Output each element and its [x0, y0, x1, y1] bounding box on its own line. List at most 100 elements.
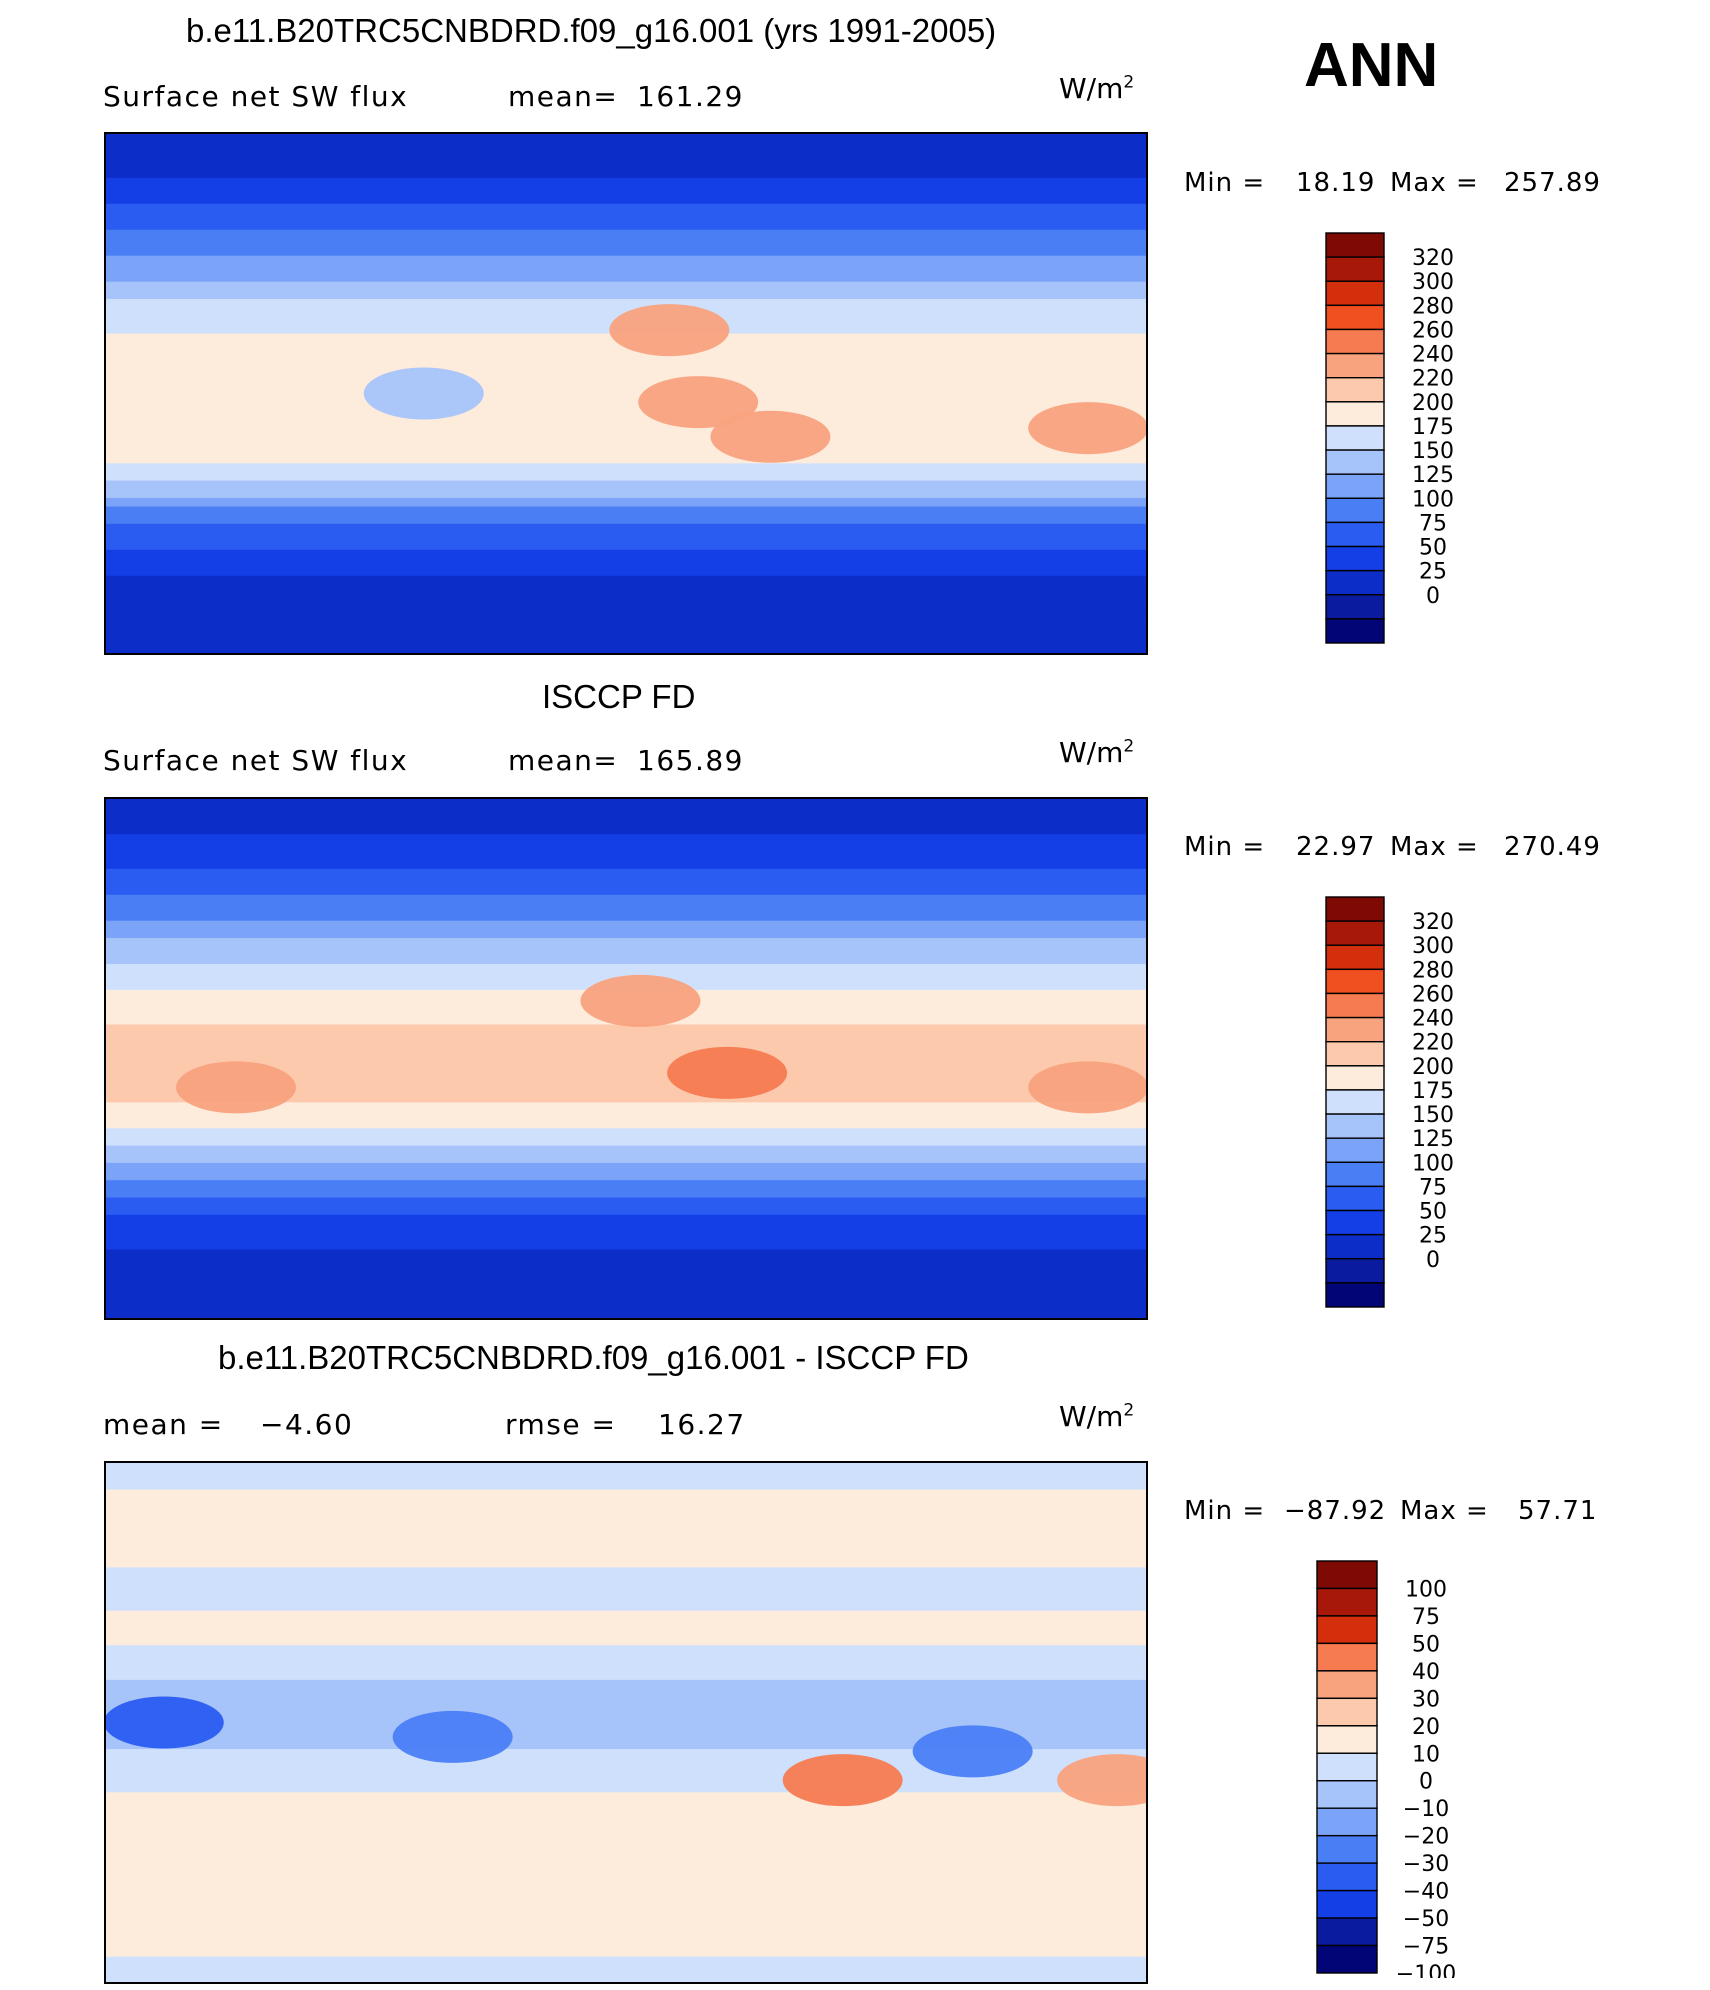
- colorbar-box: [1325, 920, 1385, 946]
- map-band: [106, 393, 1146, 403]
- colorbar-box: [1325, 401, 1385, 427]
- map-band: [106, 1618, 1146, 1628]
- colorbar-box: [1316, 1560, 1378, 1590]
- map-band: [106, 885, 1146, 895]
- map-band: [106, 833, 1146, 843]
- colorbar-box: [1316, 1944, 1378, 1974]
- map-band: [106, 1471, 1146, 1481]
- map-band: [106, 289, 1146, 299]
- map-band: [106, 635, 1146, 645]
- panel1-map: [104, 132, 1148, 655]
- colorbar-tick-label: 75: [1412, 1605, 1440, 1630]
- colorbar-tick-label: 40: [1412, 1660, 1440, 1685]
- map-band: [106, 1670, 1146, 1680]
- map-band: [106, 1463, 1146, 1473]
- map-band: [106, 1162, 1146, 1172]
- map-band: [106, 1912, 1146, 1923]
- map-band: [106, 488, 1146, 498]
- map-band: [106, 1049, 1146, 1060]
- map-band: [106, 1765, 1146, 1775]
- map-band: [106, 1540, 1146, 1551]
- map-band: [106, 1904, 1146, 1914]
- panel2-max-value: 270.49: [1504, 832, 1601, 862]
- panel1-min-label: Min =: [1184, 168, 1266, 198]
- panel2-title: ISCCP FD: [542, 678, 696, 715]
- map-band: [106, 1506, 1146, 1516]
- colorbar-tick-label: 125: [1412, 463, 1454, 488]
- colorbar-box: [1325, 1113, 1385, 1139]
- map-band: [106, 1834, 1146, 1845]
- map-band: [106, 1041, 1146, 1051]
- colorbar-tick-label: 20: [1412, 1715, 1440, 1740]
- map-band: [106, 185, 1146, 196]
- colorbar-box: [1325, 1185, 1385, 1212]
- colorbar-tick-label: 50: [1412, 1632, 1440, 1657]
- map-band: [106, 1705, 1146, 1715]
- panel3-max-value: 57.71: [1518, 1496, 1598, 1526]
- map-band: [106, 1231, 1146, 1241]
- map-band: [106, 497, 1146, 507]
- map-band: [106, 1584, 1146, 1594]
- panel2-min-value: 22.97: [1296, 832, 1376, 862]
- map-band: [106, 566, 1146, 576]
- map-band: [106, 480, 1146, 490]
- map-band: [106, 1292, 1146, 1302]
- map-band: [106, 454, 1146, 464]
- map-band: [106, 1532, 1146, 1542]
- colorbar-tick-label: 0: [1419, 1770, 1433, 1795]
- colorbar-box: [1325, 545, 1385, 572]
- map-band: [106, 575, 1146, 585]
- map-band: [106, 168, 1146, 178]
- map-band: [106, 1179, 1146, 1189]
- map-anomaly: [609, 304, 730, 357]
- map-band: [106, 816, 1146, 826]
- map-band: [106, 1309, 1146, 1318]
- map-band: [106, 1627, 1146, 1637]
- panel1-mean-value: 161.29: [637, 80, 744, 113]
- map-band: [106, 1093, 1146, 1103]
- colorbar-tick-label: 320: [1412, 910, 1454, 935]
- map-band: [106, 549, 1146, 559]
- colorbar-tick-label: 200: [1412, 391, 1454, 416]
- colorbar-tick-label: 300: [1412, 934, 1454, 959]
- map-band: [106, 367, 1146, 377]
- map-band: [106, 1956, 1146, 1966]
- map-band: [106, 1300, 1146, 1310]
- panel3-title: b.e11.B20TRC5CNBDRD.f09_g16.001 - ISCCP …: [218, 1339, 969, 1376]
- map-band: [106, 937, 1146, 947]
- colorbar-box: [1325, 569, 1385, 596]
- colorbar-box: [1325, 896, 1385, 922]
- map-band: [106, 1110, 1146, 1120]
- colorbar-box: [1325, 1161, 1385, 1188]
- panel3-rmse-value: 16.27: [658, 1408, 746, 1441]
- map-band: [106, 1878, 1146, 1888]
- map-band: [106, 1852, 1146, 1862]
- season-label: ANN: [1304, 31, 1439, 100]
- colorbar-box: [1325, 304, 1385, 331]
- map-band: [106, 1032, 1146, 1042]
- map-band: [106, 1523, 1146, 1533]
- map-band: [106, 1248, 1146, 1259]
- map-anomaly: [1057, 1754, 1146, 1807]
- colorbar-box: [1325, 1282, 1385, 1308]
- map-anomaly: [710, 410, 831, 463]
- panel2-mean-value: 165.89: [637, 744, 744, 777]
- colorbar-box: [1325, 594, 1385, 620]
- colorbar-box: [1325, 473, 1385, 499]
- map-band: [106, 1748, 1146, 1758]
- map-band: [106, 1947, 1146, 1957]
- map-band: [106, 1636, 1146, 1646]
- colorbar-box: [1325, 1258, 1385, 1284]
- colorbar-box: [1325, 328, 1385, 355]
- map-band: [106, 1101, 1146, 1111]
- map-band: [106, 850, 1146, 861]
- map-band: [106, 1886, 1146, 1897]
- panel3-mean-value: −4.60: [260, 1408, 354, 1441]
- colorbar-tick-label: 0: [1426, 584, 1440, 609]
- map-band: [106, 1809, 1146, 1819]
- panel3-rmse-label: rmse =: [505, 1408, 617, 1441]
- panel1-max-value: 257.89: [1504, 168, 1601, 198]
- map-band: [106, 229, 1146, 239]
- map-band: [106, 220, 1146, 230]
- panel1-units: W/m2: [1059, 72, 1135, 105]
